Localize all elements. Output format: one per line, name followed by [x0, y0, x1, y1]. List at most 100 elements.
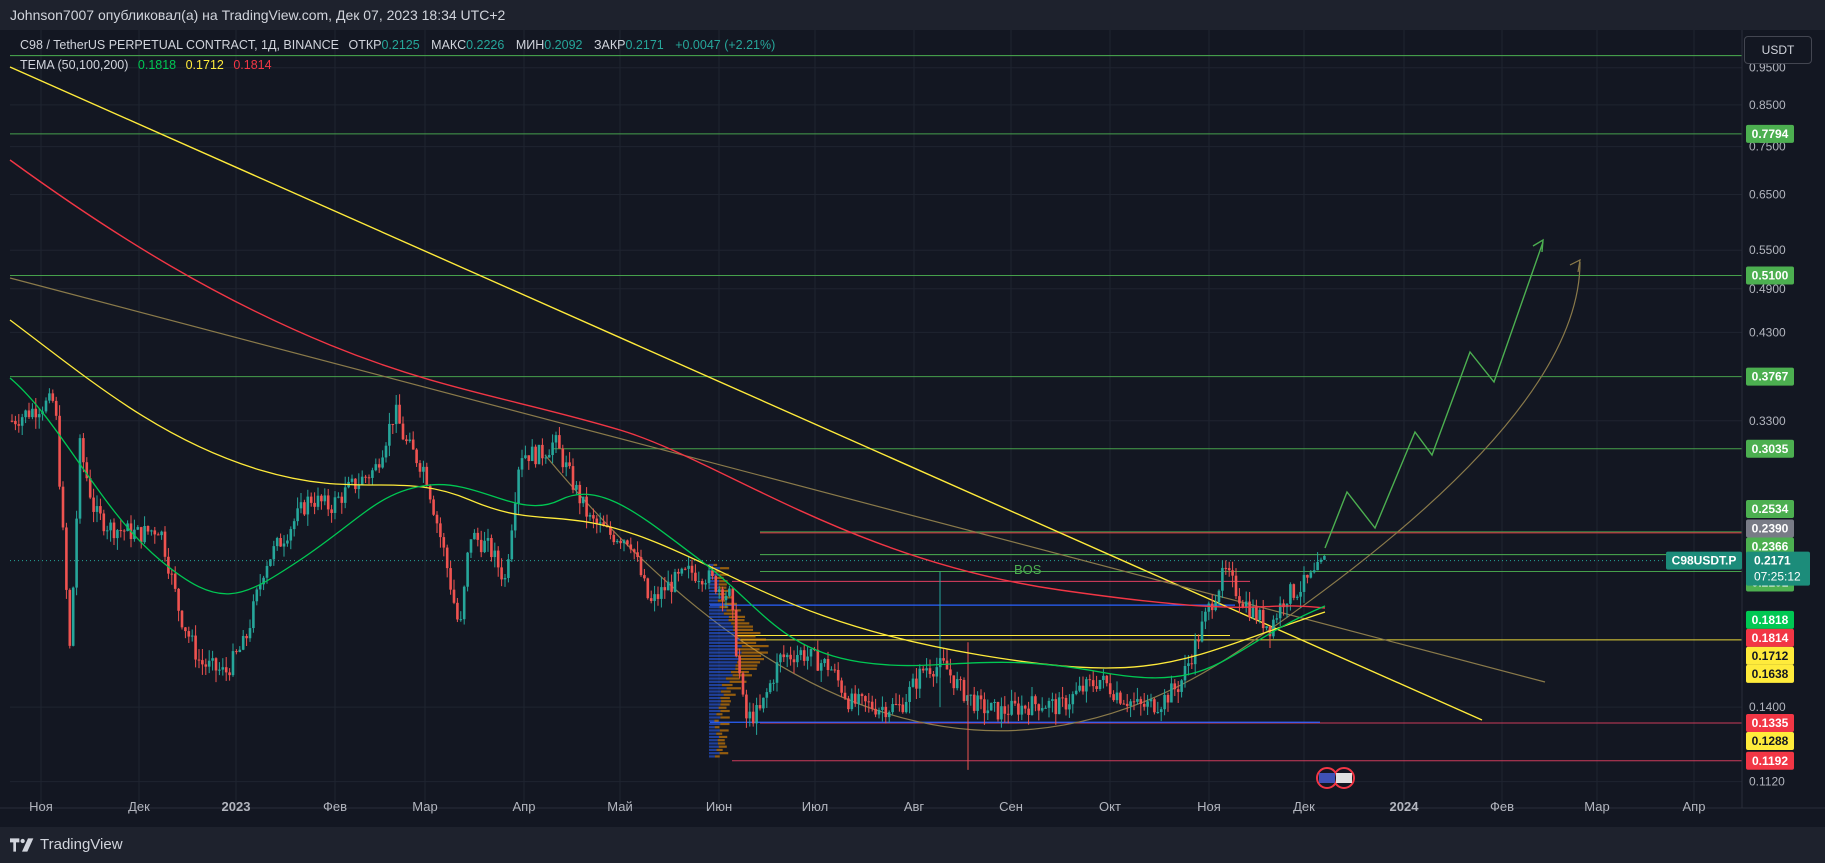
candle-body [1187, 663, 1190, 666]
candle-body [564, 462, 568, 468]
price-badge-label: 0.2534 [1752, 502, 1789, 516]
currency-button[interactable]: USDT [1744, 36, 1812, 64]
candle-body [1017, 703, 1020, 715]
candle-body [901, 704, 905, 713]
vp-bar-orange [721, 683, 733, 687]
candle-body [619, 540, 622, 544]
candle-body [82, 438, 85, 463]
candle-body [1064, 697, 1068, 710]
candle-body [1207, 603, 1211, 612]
price-chart[interactable]: BOS 0.9500 0.8500 0.7500 0.6500 0.5500 0.4900… [0, 30, 1825, 827]
candle-body [1316, 561, 1319, 571]
candle-body [58, 415, 61, 487]
time-tick-label: Ноя [1197, 799, 1221, 814]
vp-bar-orange [717, 742, 726, 745]
price-tick-label: 0.9500 [1749, 61, 1786, 75]
candle-body [673, 571, 677, 592]
candle-body [245, 635, 248, 639]
tradingview-brand[interactable]: TradingView [10, 827, 1825, 863]
candle-body [1034, 696, 1037, 705]
candle-body [1190, 663, 1194, 665]
candle-body [510, 530, 514, 560]
time-tick-label: Июл [802, 799, 828, 814]
candle-body [996, 701, 1000, 720]
candle-body [456, 602, 459, 620]
candle-body [1061, 697, 1064, 699]
price-badge [1746, 628, 1794, 647]
time-tick-label: Дек [128, 799, 150, 814]
vp-bar-blue [709, 674, 733, 677]
candle-body [1000, 706, 1003, 720]
candle-body [646, 578, 650, 599]
candle-body [486, 538, 490, 541]
candle-body [1227, 568, 1231, 571]
candle-body [265, 565, 269, 578]
candle-body [581, 496, 585, 504]
candle-body [911, 678, 915, 687]
candle-body [568, 462, 571, 467]
published-text: Johnson7007 опубликовал(а) на TradingVie… [10, 7, 506, 23]
candle-body [452, 589, 456, 603]
vp-bar-orange [734, 635, 756, 638]
candle-body [894, 703, 898, 705]
vp-bar-orange [720, 722, 730, 726]
candle-body [915, 678, 918, 689]
candle-body [252, 601, 255, 629]
candle-body [490, 538, 493, 558]
candle-body [680, 568, 684, 574]
candle-body [843, 692, 847, 699]
candle-body [371, 470, 374, 478]
candle-body [105, 530, 109, 532]
candle-body [466, 552, 469, 587]
candle-body [411, 439, 415, 450]
candle-body [496, 550, 500, 568]
candle-body [262, 577, 265, 585]
vp-bar-orange [720, 709, 730, 713]
vp-bar-blue [709, 661, 738, 664]
vp-bar-orange [716, 732, 723, 735]
price-badge-label: 0.2366 [1752, 540, 1789, 554]
vp-bar-orange [734, 641, 757, 644]
candle-body [979, 695, 983, 700]
candle-body [146, 525, 150, 532]
candle-body [932, 674, 935, 677]
vp-bar-blue [709, 641, 735, 644]
candle-body [1193, 639, 1197, 665]
candle-body [690, 565, 694, 573]
candle-body [1091, 680, 1095, 687]
candle-body [119, 530, 123, 532]
candle-body [806, 656, 809, 661]
candle-body [541, 444, 544, 459]
candle-body [31, 408, 34, 418]
candle-body [884, 706, 888, 718]
candle-body [364, 476, 367, 478]
vp-bar-blue [709, 622, 732, 625]
candle-body [425, 466, 429, 486]
candle-body [150, 530, 153, 532]
candle-body [269, 559, 272, 566]
candle-body [1051, 699, 1054, 701]
close-label: ЗАКР [593, 38, 626, 52]
tema-fast-line [9, 377, 1326, 679]
candles [10, 388, 1326, 770]
time-tick-label: Дек [1293, 799, 1315, 814]
vp-bar-blue [709, 606, 720, 609]
candle-body [1088, 679, 1092, 681]
vp-bar-orange [740, 638, 766, 641]
vp-bar-orange [719, 580, 728, 583]
candle-body [972, 694, 976, 711]
horizontal-levels: BOS [10, 55, 1742, 762]
vp-bar-blue [709, 654, 738, 657]
time-tick-label: Сен [999, 799, 1023, 814]
candle-body [945, 660, 949, 670]
candle-body [660, 587, 663, 599]
vp-bar-blue [709, 638, 741, 641]
candle-body [139, 527, 143, 543]
candle-body [989, 702, 993, 711]
vp-bar-orange [737, 654, 762, 657]
candle-body [721, 589, 724, 601]
candle-body [313, 502, 316, 507]
candle-body [272, 546, 276, 560]
candle-body [88, 478, 92, 498]
candle-body [37, 414, 41, 418]
